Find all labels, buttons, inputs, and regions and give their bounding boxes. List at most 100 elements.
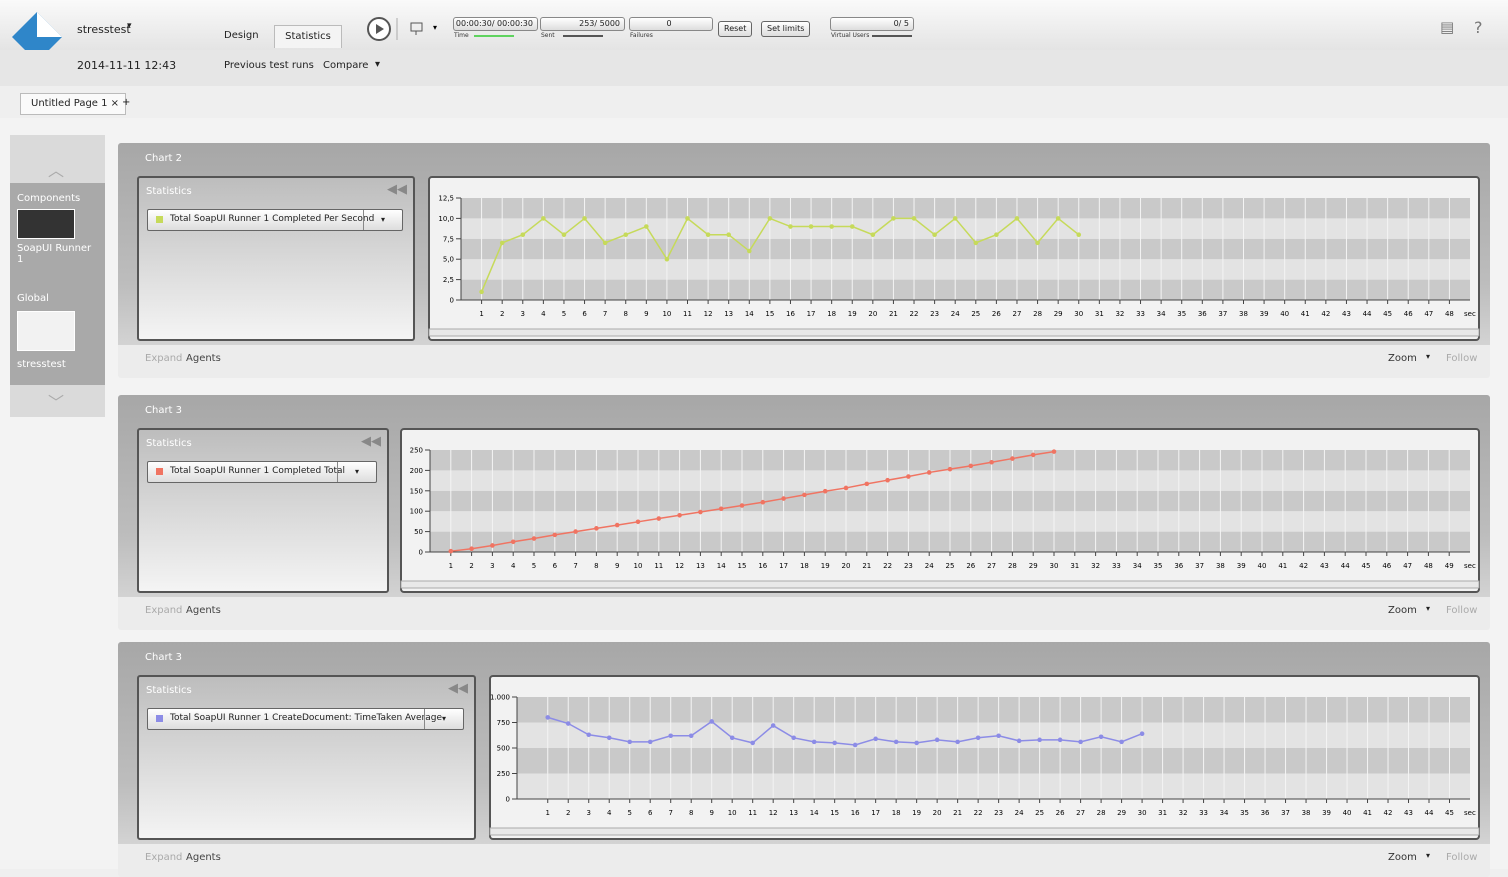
data-point bbox=[891, 216, 896, 221]
chart-title[interactable]: Chart 3 bbox=[145, 405, 183, 416]
collapse[interactable]: ◀◀ bbox=[448, 681, 468, 696]
x-tick-label: 37 bbox=[1218, 310, 1227, 318]
x-tick-label: 17 bbox=[779, 562, 788, 570]
x-tick-label: 20 bbox=[868, 310, 877, 318]
scrollbar[interactable] bbox=[400, 580, 1480, 589]
zoom-arrow[interactable]: ▾ bbox=[1426, 604, 1431, 613]
x-tick-label: 1 bbox=[546, 809, 550, 817]
footer-link[interactable]: Agents bbox=[186, 605, 221, 616]
data-point bbox=[802, 492, 807, 498]
reset-button[interactable]: Reset bbox=[718, 21, 753, 37]
x-tick-label: 21 bbox=[953, 809, 962, 817]
x-tick-label: 24 bbox=[925, 562, 934, 570]
scroll-up[interactable]: ︿ bbox=[48, 161, 65, 180]
users-counter: 0/ 5 bbox=[830, 17, 914, 31]
x-tick-label: 14 bbox=[717, 562, 726, 570]
zoom[interactable]: Zoom bbox=[1388, 852, 1417, 863]
svg-text:▾: ▾ bbox=[433, 23, 437, 32]
dropdown-arrow[interactable]: ▾ bbox=[375, 59, 381, 70]
series-dropdown[interactable]: Total SoapUI Runner 1 Completed Per Seco… bbox=[147, 209, 403, 231]
x-tick-label: 24 bbox=[1015, 809, 1024, 817]
x-tick-label: 17 bbox=[807, 310, 816, 318]
follow[interactable]: Follow bbox=[1446, 605, 1478, 616]
link[interactable]: Previous test runs bbox=[224, 60, 314, 71]
x-tick-label: 39 bbox=[1237, 562, 1246, 570]
x-tick-label: 27 bbox=[987, 562, 996, 570]
x-tick-label: 10 bbox=[634, 562, 643, 570]
x-tick-label: 27 bbox=[1076, 809, 1085, 817]
footer-link[interactable]: Expand bbox=[145, 353, 183, 364]
dropdown-arrow[interactable]: ▾ bbox=[127, 21, 132, 31]
chart-title[interactable]: Chart 2 bbox=[145, 153, 183, 164]
x-tick-label: 38 bbox=[1239, 310, 1248, 318]
legend-swatch bbox=[156, 715, 163, 722]
x-tick-label: 8 bbox=[594, 562, 598, 570]
component[interactable]: SoapUI Runner 1 bbox=[17, 243, 92, 265]
limits-button[interactable]: Set limits bbox=[761, 21, 811, 37]
x-unit: sec bbox=[1464, 310, 1476, 318]
thumbnail[interactable] bbox=[17, 311, 75, 351]
thumbnail[interactable] bbox=[17, 209, 75, 239]
page-tab[interactable]: Untitled Page 1 × bbox=[20, 93, 127, 115]
x-tick-label: 30 bbox=[1138, 809, 1147, 817]
x-tick-label: 30 bbox=[1050, 562, 1059, 570]
x-unit: sec bbox=[1464, 809, 1476, 817]
footer-link[interactable]: Agents bbox=[186, 353, 221, 364]
data-point bbox=[843, 485, 849, 491]
series-name: Total SoapUI Runner 1 Completed Per Seco… bbox=[170, 214, 375, 224]
data-point bbox=[1035, 240, 1040, 246]
x-tick-label: 40 bbox=[1258, 562, 1267, 570]
x-tick-label: 20 bbox=[842, 562, 851, 570]
y-tick-label: 1.000 bbox=[490, 694, 510, 702]
label: Virtual Users bbox=[831, 32, 870, 39]
follow[interactable]: Follow bbox=[1446, 353, 1478, 364]
grid-band bbox=[517, 722, 1470, 748]
x-tick-label: 44 bbox=[1341, 562, 1350, 570]
statistics-box: Statistics ◀◀ Total SoapUI Runner 1 Comple… bbox=[137, 176, 415, 341]
component[interactable]: stresstest bbox=[17, 359, 66, 370]
series-dropdown[interactable]: Total SoapUI Runner 1 Completed Total ▾ bbox=[147, 461, 377, 483]
y-tick-label: 12,5 bbox=[438, 195, 454, 203]
link[interactable]: Compare bbox=[323, 60, 369, 71]
x-tick-label: 17 bbox=[871, 809, 880, 817]
data-point bbox=[767, 216, 773, 221]
add-page[interactable]: + bbox=[122, 97, 131, 108]
data-point bbox=[565, 721, 571, 726]
help[interactable]: ? bbox=[1474, 18, 1483, 37]
x-tick-label: 42 bbox=[1299, 562, 1308, 570]
progress bbox=[474, 35, 514, 37]
footer-link[interactable]: Agents bbox=[186, 852, 221, 863]
collapse[interactable]: ◀◀ bbox=[361, 434, 381, 449]
x-tick-label: 32 bbox=[1091, 562, 1100, 570]
follow[interactable]: Follow bbox=[1446, 852, 1478, 863]
x-tick-label: 41 bbox=[1363, 809, 1372, 817]
icon[interactable]: ▤ bbox=[1440, 18, 1455, 36]
x-tick-label: 32 bbox=[1115, 310, 1124, 318]
collapse[interactable]: ◀◀ bbox=[387, 182, 407, 197]
y-tick-label: 250 bbox=[497, 770, 510, 778]
zoom-arrow[interactable]: ▾ bbox=[1426, 352, 1431, 361]
series-line bbox=[450, 450, 1055, 552]
footer-link[interactable]: Expand bbox=[145, 852, 183, 863]
x-tick-label: 35 bbox=[1240, 809, 1249, 817]
chart-title[interactable]: Chart 3 bbox=[145, 652, 183, 663]
zoom[interactable]: Zoom bbox=[1388, 353, 1417, 364]
x-tick-label: 43 bbox=[1404, 809, 1413, 817]
x-tick-label: 26 bbox=[1056, 809, 1065, 817]
scroll-down[interactable]: ﹀ bbox=[48, 393, 65, 412]
series-line bbox=[547, 716, 1143, 746]
data-point bbox=[561, 232, 567, 238]
data-point bbox=[832, 740, 837, 746]
x-tick-label: 2 bbox=[469, 562, 473, 570]
zoom-arrow[interactable]: ▾ bbox=[1426, 851, 1431, 860]
footer-link[interactable]: Expand bbox=[145, 605, 183, 616]
zoom[interactable]: Zoom bbox=[1388, 605, 1417, 616]
data-point bbox=[885, 477, 890, 483]
scrollbar[interactable] bbox=[489, 827, 1480, 836]
tab-active[interactable]: Statistics bbox=[274, 25, 342, 48]
data-point bbox=[594, 526, 599, 531]
app-name[interactable]: stresstest bbox=[77, 23, 131, 36]
scrollbar[interactable] bbox=[428, 328, 1480, 337]
series-dropdown[interactable]: Total SoapUI Runner 1 CreateDocument: Ti… bbox=[147, 708, 464, 730]
tab[interactable]: Design bbox=[224, 30, 259, 41]
